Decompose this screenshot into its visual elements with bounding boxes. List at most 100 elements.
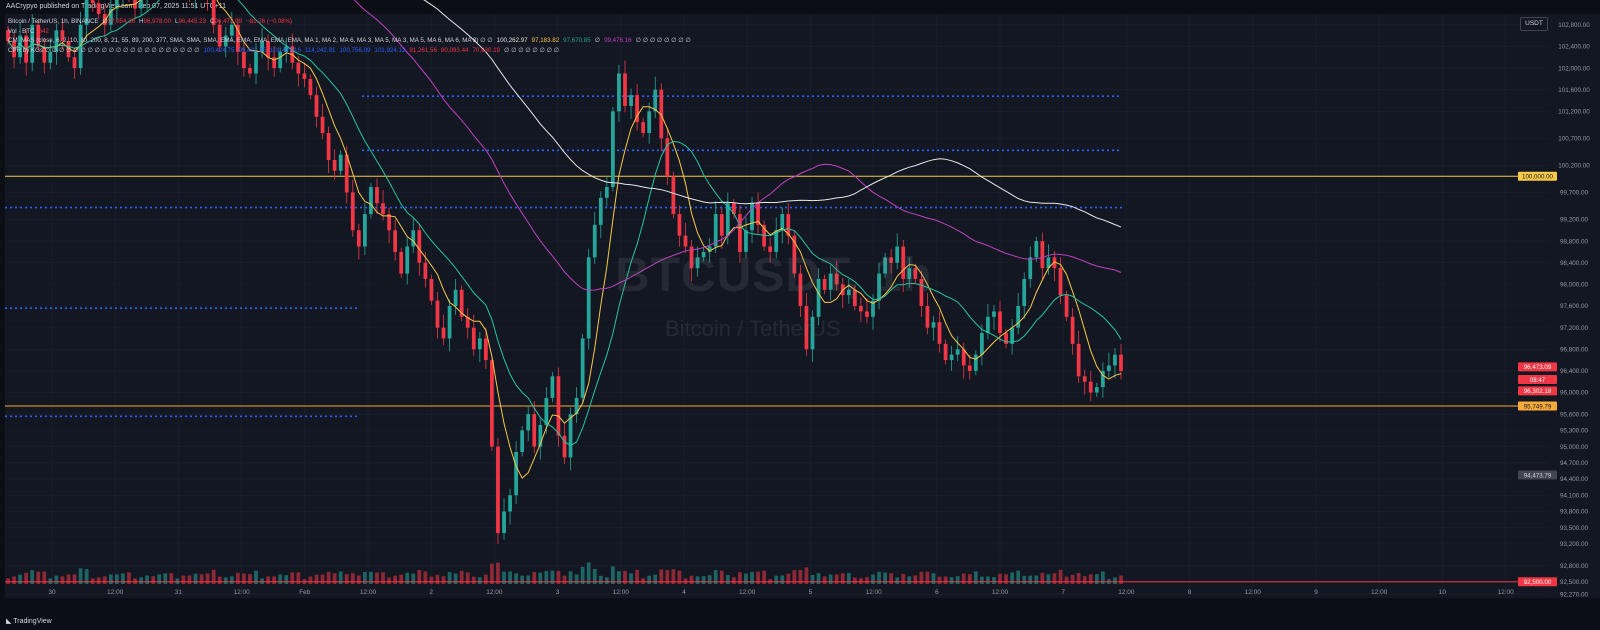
price-tick-label: 98,000.00 bbox=[1560, 282, 1589, 289]
price-badge-label: 08:47 bbox=[1530, 377, 1546, 384]
volume-bar bbox=[199, 574, 204, 584]
volume-bar bbox=[30, 570, 35, 584]
tradingview-logo[interactable]: ◣ TradingView bbox=[6, 617, 52, 625]
time-tick-label: 12:00 bbox=[1371, 589, 1388, 596]
candle-body bbox=[48, 51, 53, 63]
chart-legend: Bitcoin / TetherUS, 1h, BINANCE O97,054.… bbox=[8, 17, 691, 55]
volume-bar bbox=[459, 570, 464, 584]
volume-bar bbox=[248, 574, 252, 584]
candle-body bbox=[459, 289, 464, 317]
volume-bar bbox=[562, 575, 567, 584]
time-tick-label: 9 bbox=[1314, 589, 1318, 596]
volume-bar bbox=[647, 575, 652, 584]
candle-body bbox=[768, 246, 773, 252]
legend-cpr-value-6: 101,924.12 bbox=[374, 46, 406, 54]
volume-bar bbox=[278, 574, 283, 584]
volume-bar bbox=[865, 577, 869, 584]
price-scale[interactable] bbox=[1549, 14, 1600, 598]
volume-bar bbox=[121, 573, 125, 584]
candle-body bbox=[979, 333, 984, 355]
price-badge bbox=[1518, 386, 1557, 396]
volume-bar bbox=[18, 574, 22, 584]
currency-selector[interactable]: USDT bbox=[1520, 17, 1548, 31]
volume-bar bbox=[181, 575, 186, 584]
legend-volume-row[interactable]: Vol · BTC 842 bbox=[8, 27, 691, 37]
candle-body bbox=[1040, 241, 1045, 269]
volume-bar bbox=[72, 574, 77, 584]
candle-body bbox=[72, 57, 77, 69]
candle-body bbox=[84, 0, 89, 25]
volume-bar bbox=[508, 571, 512, 584]
volume-bar bbox=[871, 574, 875, 584]
watermark-symbol: BTCUSDT, 1h bbox=[615, 249, 933, 302]
price-tick-label: 98,400.00 bbox=[1560, 260, 1589, 267]
volume-bar bbox=[1016, 570, 1021, 584]
volume-bar bbox=[1070, 574, 1075, 584]
candle-body bbox=[453, 289, 458, 306]
legend-ma-value-2: 97,183.82 bbox=[531, 37, 560, 44]
candle-body bbox=[647, 111, 652, 133]
volume-bar bbox=[846, 573, 851, 584]
candle-body bbox=[502, 511, 506, 534]
volume-bar bbox=[671, 569, 676, 584]
legend-ma-value-5: 99,476.16 bbox=[604, 37, 632, 44]
candle-body bbox=[96, 3, 101, 14]
volume-bar bbox=[102, 576, 107, 584]
volume-bar bbox=[266, 576, 270, 584]
candle-body bbox=[320, 116, 325, 133]
legend-change: −81.26 (−0.08%) bbox=[246, 18, 293, 25]
volume-bar bbox=[235, 572, 240, 584]
candle-body bbox=[907, 268, 912, 279]
candle-body bbox=[526, 414, 531, 431]
price-tick-label: 93,800.00 bbox=[1560, 509, 1589, 516]
volume-bar bbox=[435, 574, 440, 584]
candle-body bbox=[943, 343, 948, 361]
candle-body bbox=[399, 251, 404, 274]
candle-body bbox=[1100, 370, 1105, 388]
volume-bar bbox=[272, 576, 277, 584]
volume-bar bbox=[78, 568, 83, 584]
volume-bar bbox=[447, 572, 452, 584]
candle-body bbox=[973, 354, 978, 371]
legend-cpr-value-8: 80,093.44 bbox=[440, 46, 469, 54]
price-badge bbox=[1518, 362, 1557, 372]
candle-body bbox=[901, 246, 906, 279]
legend-cpr-row[interactable]: CPR by KGs ∅ ∅ ∅ ∅ ∅ ∅ ∅ ∅ ∅ ∅ ∅ ∅ ∅ ∅ ∅… bbox=[8, 46, 691, 56]
time-tick-label: 12:00 bbox=[865, 589, 882, 596]
volume-bar bbox=[574, 574, 579, 584]
volume-bar bbox=[611, 566, 615, 584]
volume-bar bbox=[907, 576, 912, 584]
legend-ma-row[interactable]: CM_MAS (close, 6, 2, 10, 30, 200, 8, 21,… bbox=[8, 36, 691, 46]
volume-bar bbox=[1100, 571, 1105, 584]
volume-bar bbox=[42, 571, 47, 584]
legend-cpr-label: CPR by KGs ∅ ∅ ∅ ∅ ∅ ∅ ∅ ∅ ∅ ∅ ∅ ∅ ∅ ∅ ∅… bbox=[8, 46, 200, 54]
time-tick-label: Feb bbox=[299, 589, 311, 596]
candle-body bbox=[677, 214, 682, 236]
candle-body bbox=[919, 278, 924, 306]
volume-bar bbox=[363, 572, 367, 584]
volume-bar bbox=[592, 569, 597, 584]
legend-symbol-row[interactable]: Bitcoin / TetherUS, 1h, BINANCE O97,054.… bbox=[8, 18, 293, 25]
volume-bar bbox=[356, 575, 361, 584]
volume-bar bbox=[211, 569, 216, 584]
candle-body bbox=[435, 300, 440, 328]
volume-bar bbox=[502, 571, 506, 584]
price-tick-label: 99,700.00 bbox=[1560, 190, 1589, 197]
candle-body bbox=[423, 262, 428, 279]
volume-bar bbox=[490, 563, 494, 584]
time-tick-label: 30 bbox=[48, 589, 56, 596]
time-tick-label: 12:00 bbox=[1497, 589, 1514, 596]
volume-bar bbox=[538, 572, 543, 584]
volume-bar bbox=[629, 573, 633, 584]
volume-bar bbox=[163, 573, 168, 584]
candle-body bbox=[580, 338, 585, 398]
volume-bar bbox=[816, 573, 821, 584]
volume-bar bbox=[532, 572, 537, 584]
candle-body bbox=[229, 24, 234, 36]
volume-bar bbox=[429, 576, 434, 584]
volume-bar bbox=[387, 577, 391, 584]
volume-bar bbox=[296, 572, 301, 584]
volume-bar bbox=[617, 571, 621, 584]
candle-body bbox=[786, 214, 791, 236]
